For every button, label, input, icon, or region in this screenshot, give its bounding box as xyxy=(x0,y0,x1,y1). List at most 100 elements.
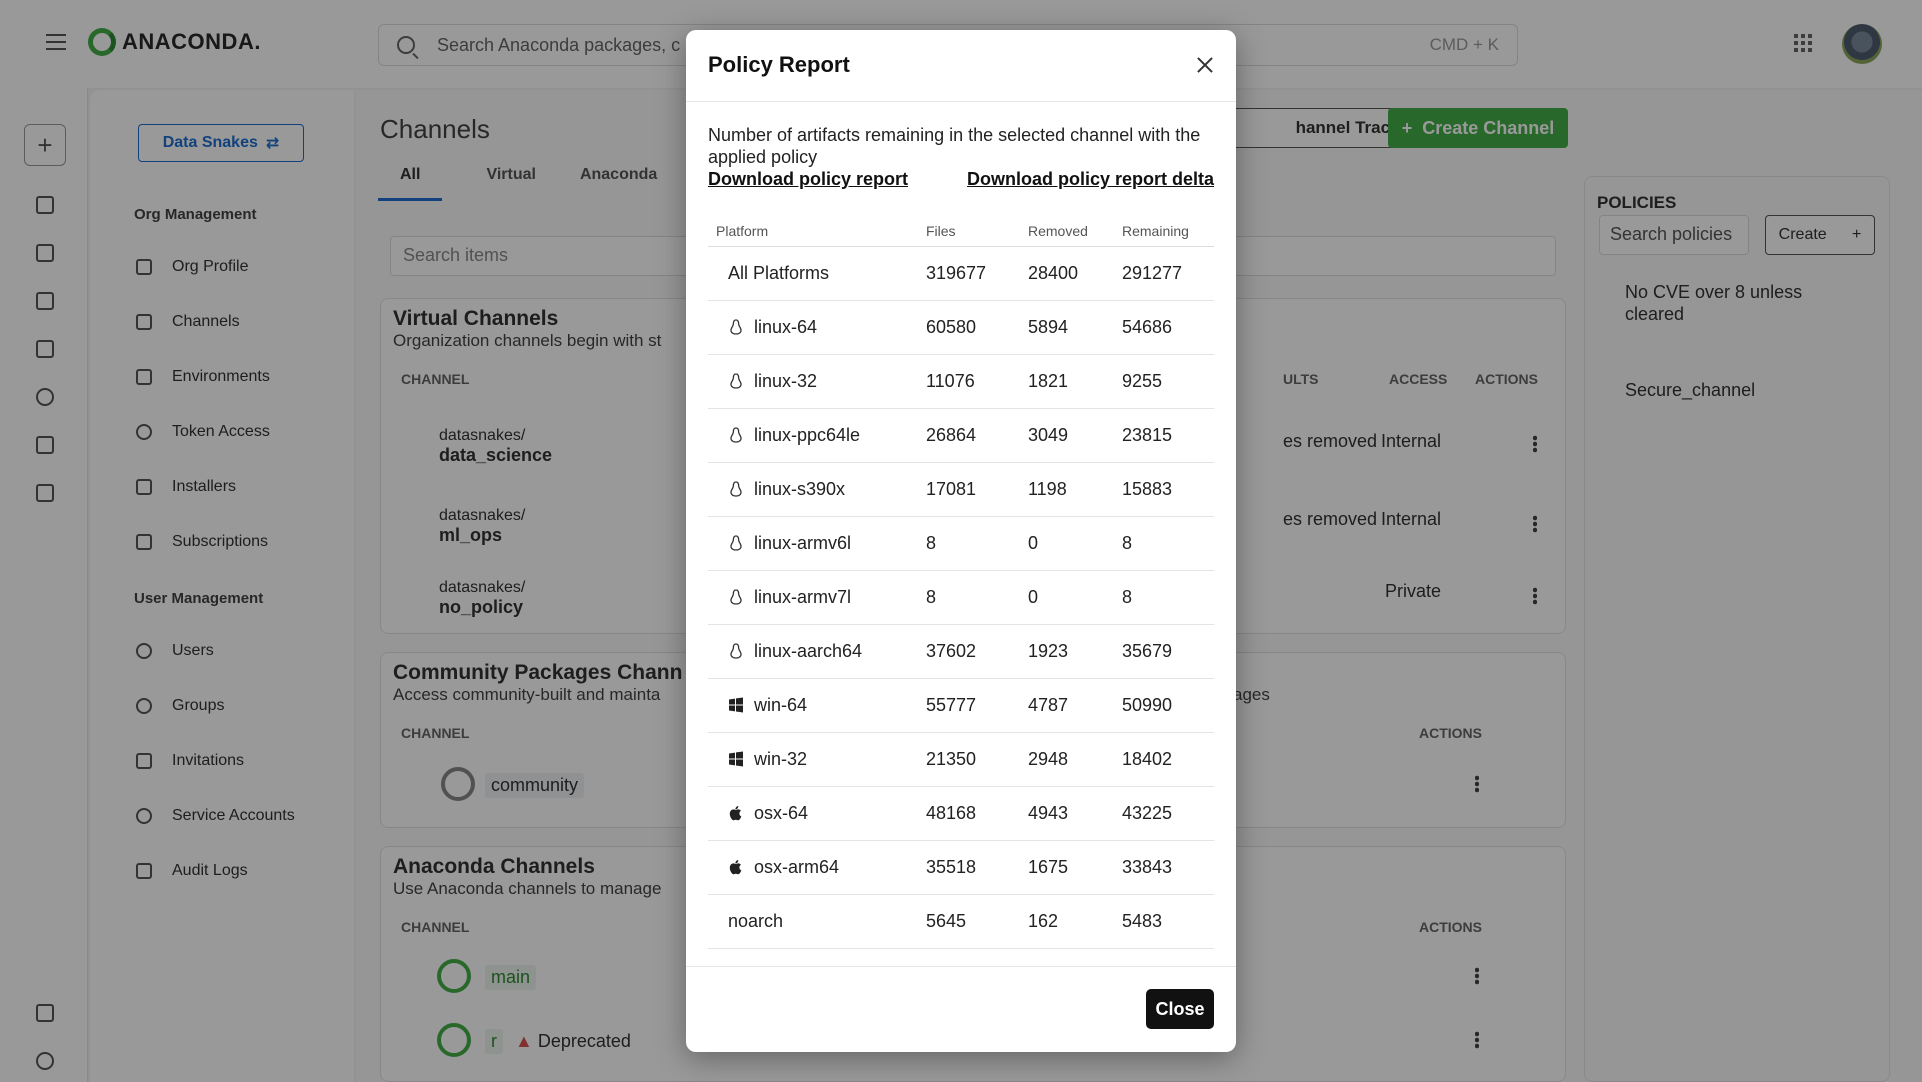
building-icon[interactable] xyxy=(36,244,54,262)
linux-icon xyxy=(728,589,744,605)
col-channel: CHANNEL xyxy=(401,371,470,387)
sidebar-item-installers[interactable]: Installers xyxy=(136,478,236,496)
more-actions-icon[interactable] xyxy=(1475,967,1479,985)
notebook-icon[interactable] xyxy=(36,1004,54,1022)
sidebar-item-channels[interactable]: Channels xyxy=(136,313,240,331)
create-channel-button[interactable]: + Create Channel xyxy=(1388,108,1568,148)
table-row: linux-armv7l 8 0 8 xyxy=(708,570,1214,625)
graduation-cap-icon[interactable] xyxy=(36,436,54,454)
laptop-icon xyxy=(136,369,152,385)
channel-name[interactable]: community xyxy=(485,773,585,798)
platform-cell: noarch xyxy=(708,894,918,949)
remaining-cell: 291277 xyxy=(1114,246,1214,301)
policies-search-input[interactable]: Search policies xyxy=(1599,215,1749,255)
sidebar-item-label: Token Access xyxy=(172,423,270,440)
policy-item[interactable]: No CVE over 8 unless cleared xyxy=(1625,282,1803,324)
download-policy-report-link[interactable]: Download policy report xyxy=(708,169,909,189)
more-actions-icon[interactable] xyxy=(1533,587,1537,605)
files-cell: 37602 xyxy=(918,624,1020,679)
new-item-button[interactable]: + xyxy=(24,124,66,166)
sidebar-item-invitations[interactable]: Invitations xyxy=(136,752,244,770)
more-actions-icon[interactable] xyxy=(1475,1031,1479,1049)
org-switch-button[interactable]: Data Snakes ⇄ xyxy=(138,124,304,162)
channel-org: datasnakes/ xyxy=(439,507,526,524)
page-title: Channels xyxy=(380,114,490,144)
avatar[interactable] xyxy=(1842,24,1882,64)
files-cell: 11076 xyxy=(918,354,1020,409)
section-title: Anaconda Channels xyxy=(393,855,595,878)
building-icon xyxy=(136,259,152,275)
tab-virtual[interactable]: Virtual xyxy=(486,166,536,183)
platform-cell: osx-64 xyxy=(708,786,918,841)
lightbulb-icon[interactable] xyxy=(36,388,54,406)
remaining-cell: 43225 xyxy=(1114,786,1214,841)
sidebar-item-label: Subscriptions xyxy=(172,533,269,550)
channel-name[interactable]: r xyxy=(485,1029,503,1054)
remaining-cell: 50990 xyxy=(1114,678,1214,733)
sidebar-item-label: Installers xyxy=(172,478,237,495)
sidebar-item-service-accounts[interactable]: Service Accounts xyxy=(136,807,295,825)
sidebar-item-audit-logs[interactable]: Audit Logs xyxy=(136,862,248,880)
channel-name: ml_ops xyxy=(439,525,503,545)
platform-name: linux-aarch64 xyxy=(754,640,863,661)
access-text: Internal xyxy=(1381,431,1442,451)
table-row[interactable]: datasnakes/no_policy xyxy=(439,579,525,618)
removed-cell: 0 xyxy=(1020,570,1114,625)
close-button[interactable]: Close xyxy=(1146,989,1214,1029)
files-cell: 55777 xyxy=(918,678,1020,733)
section-title: Community Packages Chann xyxy=(393,661,683,684)
removed-cell: 28400 xyxy=(1020,246,1114,301)
platform-name: osx-arm64 xyxy=(754,856,840,877)
anaconda-logo[interactable]: ANACONDA. xyxy=(88,28,261,56)
apps-grid-icon[interactable] xyxy=(1794,34,1812,52)
apple-icon xyxy=(728,859,744,875)
tab-anaconda[interactable]: Anaconda xyxy=(579,166,658,183)
platform-cell: linux-aarch64 xyxy=(708,624,918,679)
more-actions-icon[interactable] xyxy=(1475,775,1479,793)
table-row[interactable]: datasnakes/data_science xyxy=(439,427,552,466)
anaconda-ring-icon xyxy=(88,28,116,56)
more-actions-icon[interactable] xyxy=(1533,435,1537,453)
chat-icon[interactable] xyxy=(36,484,54,502)
sidebar-item-groups[interactable]: Groups xyxy=(136,697,224,715)
menu-icon[interactable] xyxy=(46,34,66,50)
remaining-cell: 18402 xyxy=(1114,732,1214,787)
building-icon[interactable] xyxy=(36,292,54,310)
building-icon[interactable] xyxy=(36,340,54,358)
help-icon[interactable] xyxy=(36,1052,54,1070)
user-icon xyxy=(136,643,152,659)
linux-icon xyxy=(728,319,744,335)
table-row: linux-64 60580 5894 54686 xyxy=(708,300,1214,355)
table-row: linux-32 11076 1821 9255 xyxy=(708,354,1214,409)
create-channel-label: Create Channel xyxy=(1422,117,1555,138)
close-icon[interactable] xyxy=(1194,54,1216,76)
more-actions-icon[interactable] xyxy=(1533,515,1537,533)
sidebar-item-org-profile[interactable]: Org Profile xyxy=(136,258,248,276)
create-policy-label: Create xyxy=(1778,226,1827,243)
section-org-management: Org Management xyxy=(134,206,257,223)
deprecated-badge: ▲ Deprecated xyxy=(515,1031,631,1052)
col-channel: CHANNEL xyxy=(401,919,470,935)
tab-all[interactable]: All xyxy=(378,166,443,201)
anaconda-ring-icon xyxy=(437,1023,471,1057)
home-icon[interactable] xyxy=(36,196,54,214)
removed-cell: 1923 xyxy=(1020,624,1114,679)
create-policy-button[interactable]: Create + xyxy=(1765,215,1875,255)
remaining-cell: 8 xyxy=(1114,516,1214,571)
dialog-description: Number of artifacts remaining in the sel… xyxy=(708,125,1201,167)
sidebar-item-token-access[interactable]: Token Access xyxy=(136,423,270,441)
table-row[interactable]: datasnakes/ml_ops xyxy=(439,507,525,546)
policy-item[interactable]: Secure_channel xyxy=(1625,380,1756,400)
download-policy-report-delta-link[interactable]: Download policy report delta xyxy=(966,169,1214,189)
dialog-header: Policy Report xyxy=(686,30,1236,102)
remaining-cell: 35679 xyxy=(1114,624,1214,679)
remaining-cell: 9255 xyxy=(1114,354,1214,409)
warning-icon: ▲ xyxy=(515,1031,533,1051)
removed-cell: 3049 xyxy=(1020,408,1114,463)
org-switch-label: Data Snakes xyxy=(162,134,258,151)
channel-name[interactable]: main xyxy=(485,965,537,990)
sidebar-item-users[interactable]: Users xyxy=(136,642,214,660)
sidebar-item-subscriptions[interactable]: Subscriptions xyxy=(136,533,268,551)
sidebar-item-environments[interactable]: Environments xyxy=(136,368,270,386)
sidebar-item-label: Org Profile xyxy=(172,258,249,275)
